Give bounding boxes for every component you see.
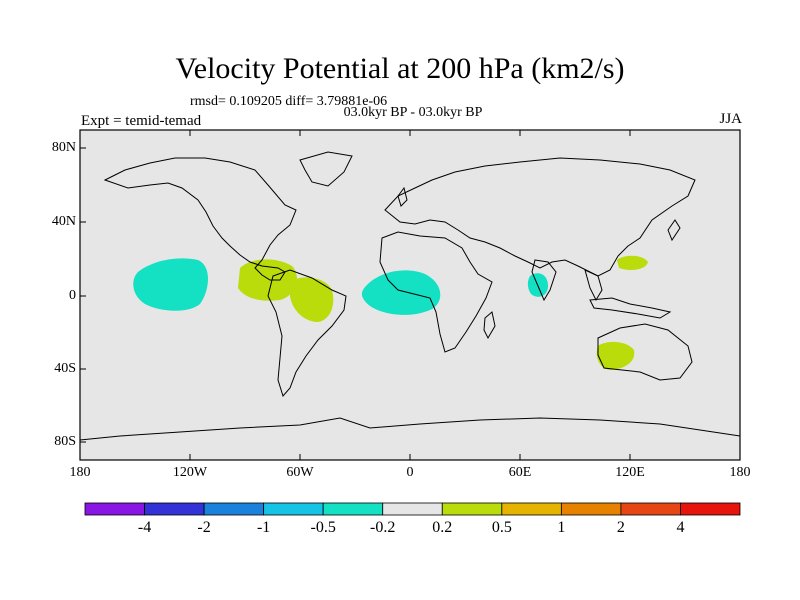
colorbar-swatch (560, 502, 622, 516)
colorbar-swatch (203, 502, 265, 516)
colorbar-swatch (680, 502, 741, 516)
season-label: JJA (719, 111, 742, 127)
lon-label-120e: 120E (615, 465, 645, 480)
anomaly-central-america (238, 259, 297, 301)
colorbar-swatch (501, 502, 562, 516)
colorbar-label: -1 (256, 519, 271, 536)
colorbar-swatch (441, 502, 503, 516)
lat-label-0: 0 (69, 288, 76, 303)
colorbar-swatch (84, 502, 145, 516)
lat-label-40s: 40S (54, 361, 76, 376)
anomaly-atlantic-africa (361, 270, 441, 315)
coast-japan (667, 219, 681, 242)
lon-label-180-west: 180 (69, 465, 91, 480)
colorbar-label: -2 (197, 519, 211, 536)
coast-indonesia (589, 297, 672, 319)
colorbar (84, 502, 741, 516)
colorbar-label: 0.5 (491, 519, 512, 536)
lon-label-0: 0 (406, 465, 414, 480)
colorbar-label: -0.5 (310, 519, 336, 536)
coastlines (79, 151, 741, 441)
coast-india (531, 259, 557, 302)
lon-label-120w: 120W (172, 465, 208, 480)
coast-antarctica (79, 417, 741, 441)
coast-australia (597, 323, 693, 381)
coast-uk (397, 186, 408, 207)
lon-label-60e: 60E (508, 465, 532, 480)
anomaly-australia (596, 341, 635, 370)
coast-south-america (267, 269, 347, 398)
colorbar-label: -4 (137, 519, 152, 536)
subtitle: 03.0kyr BP - 03.0kyr BP (343, 105, 483, 120)
axis-ticks (80, 130, 631, 460)
coast-greenland (299, 151, 353, 187)
colorbar-label: 4 (676, 519, 685, 536)
colorbar-swatch (144, 502, 205, 516)
lat-label-80s: 80S (54, 434, 76, 449)
colorbar-label: 0.2 (432, 519, 453, 536)
chart-title: Velocity Potential at 200 hPa (km2/s) (175, 52, 625, 85)
lon-label-60w: 60W (286, 465, 314, 480)
colorbar-label: -0.2 (370, 519, 396, 536)
anomaly-east-pacific (133, 258, 208, 311)
experiment-label: Expt = temid-temad (81, 113, 202, 129)
lat-label-40n: 40N (51, 214, 76, 229)
coast-madagascar (483, 311, 496, 340)
colorbar-swatch (263, 502, 324, 516)
colorbar-label: 2 (616, 519, 625, 536)
anomaly-regions (133, 255, 648, 370)
lat-label-80n: 80N (51, 140, 76, 155)
coast-africa (379, 231, 493, 353)
colorbar-swatch (382, 502, 443, 516)
coast-southeast-asia (584, 269, 603, 302)
anomaly-philippines (617, 255, 648, 270)
anomaly-south-america (290, 277, 334, 322)
colorbar-swatch (620, 502, 681, 516)
stats-line: rmsd= 0.109205 diff= 3.79881e-06 (190, 94, 388, 109)
lon-label-180-east: 180 (729, 465, 751, 480)
colorbar-swatch (322, 502, 384, 516)
coast-north-america (103, 157, 297, 281)
colorbar-label: 1 (557, 519, 566, 536)
coast-europe-asia (384, 157, 696, 277)
